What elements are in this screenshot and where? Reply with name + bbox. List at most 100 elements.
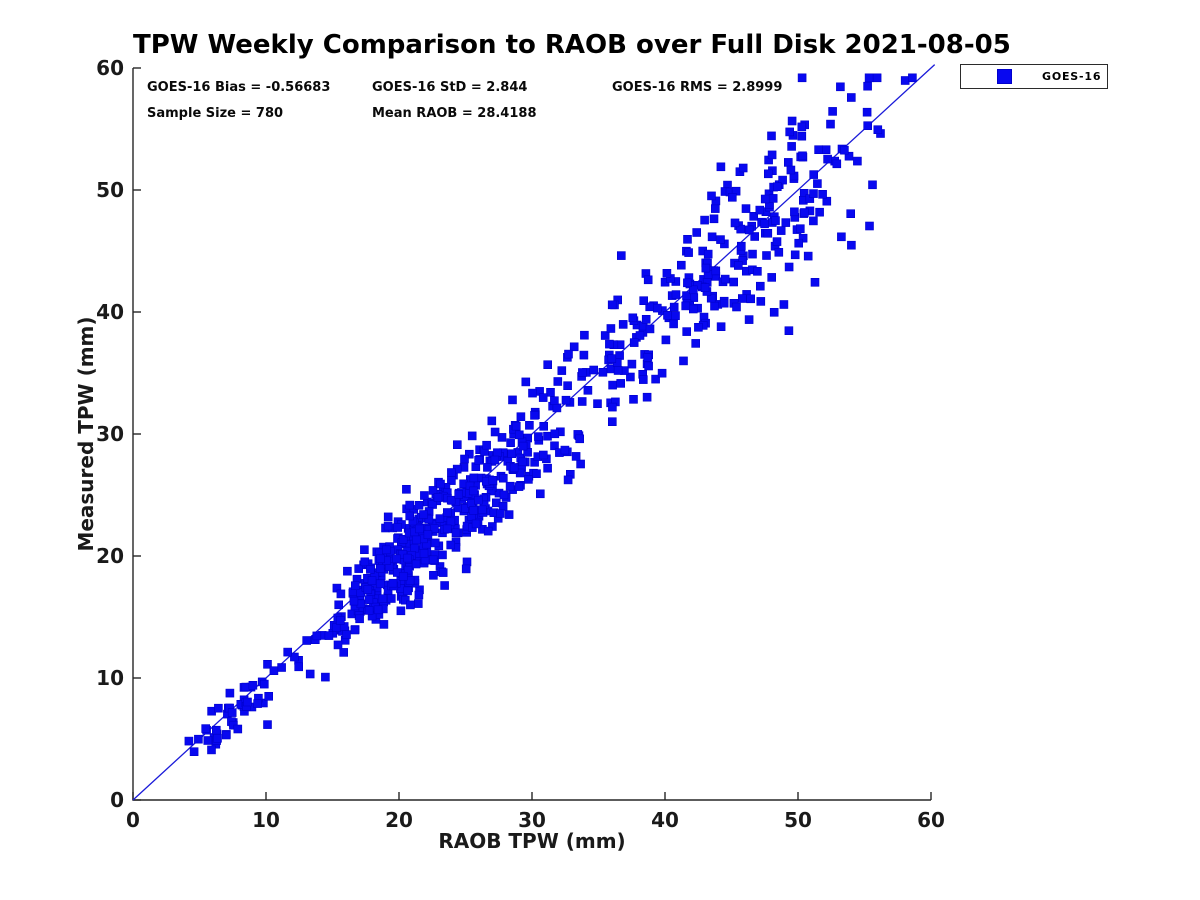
tick-labels: 0 10 20 30 40 50 60 0 10 20 30 40 50 60 [96,56,945,832]
data-point [534,432,543,441]
data-point [483,526,493,536]
data-point [774,248,784,257]
data-point [375,579,385,589]
data-point [657,368,667,378]
data-point [615,351,624,360]
data-point [436,479,445,489]
data-point [794,238,804,248]
data-point [716,162,726,172]
data-point [818,190,827,199]
data-point [744,315,754,324]
y-tick-label: 30 [96,422,124,446]
data-point [682,327,692,336]
data-point [419,510,428,519]
data-point [535,489,545,499]
data-point [711,196,721,206]
data-point [321,672,330,682]
data-point [355,614,364,624]
data-point [795,224,805,233]
data-point [569,342,579,352]
data-point [194,734,203,744]
data-point [741,204,751,213]
data-point [688,285,698,295]
data-point [771,216,780,225]
data-point [405,500,415,510]
data-point [608,402,617,412]
data-point [703,249,713,259]
data-point [750,232,760,241]
data-point [767,131,776,141]
data-point [803,251,813,261]
data-point [366,565,375,574]
data-point [753,266,762,276]
data-point [335,615,345,625]
data-point [683,278,692,288]
data-point [460,454,469,464]
data-point [783,158,793,167]
data-point [840,145,849,155]
data-point [233,724,243,734]
data-point [546,387,555,397]
data-point [736,224,746,234]
data-point [412,535,421,545]
data-point [578,368,587,377]
data-point [294,662,304,672]
data-point [290,652,299,662]
data-point [253,699,262,708]
data-point [844,151,854,161]
data-point [493,448,502,458]
data-point [746,294,756,304]
data-point [738,163,748,173]
data-point [727,193,737,202]
data-point [227,708,237,717]
data-point [707,191,716,201]
data-point [809,170,819,179]
data-point [339,648,349,657]
data-point [383,512,393,522]
data-point [525,420,534,430]
data-point [701,263,711,273]
data-point [508,395,517,405]
data-point [498,501,508,511]
data-point [711,266,721,276]
data-point [815,207,824,217]
data-point [908,73,917,83]
data-point [411,559,421,569]
data-point [776,226,786,235]
data-point [607,354,617,363]
data-point [563,381,572,391]
data-point [393,523,403,532]
data-point [784,326,794,336]
data-point [350,625,360,635]
data-point [438,550,447,560]
data-point [571,452,581,461]
data-point [864,73,874,83]
data-point [676,260,686,270]
data-point [498,473,508,483]
data-point [221,730,231,740]
data-point [809,216,818,226]
x-axis-label: RAOB TPW (mm) [438,829,626,853]
data-point [471,519,481,529]
data-point [518,457,528,467]
data-point [608,380,617,390]
data-point [561,395,571,405]
data-point [225,688,235,698]
data-point [736,241,746,251]
data-point [423,530,433,540]
data-point [638,375,648,384]
data-point [248,680,258,690]
data-point [212,725,221,735]
data-point [430,538,440,548]
chart-title: TPW Weekly Comparison to RAOB over Full … [133,30,1011,60]
data-point [629,338,639,347]
data-point [350,581,360,591]
data-point [700,283,710,293]
data-point [464,449,474,459]
data-point [669,302,679,312]
data-point [755,281,765,291]
data-point [787,142,796,151]
data-point [312,631,322,641]
